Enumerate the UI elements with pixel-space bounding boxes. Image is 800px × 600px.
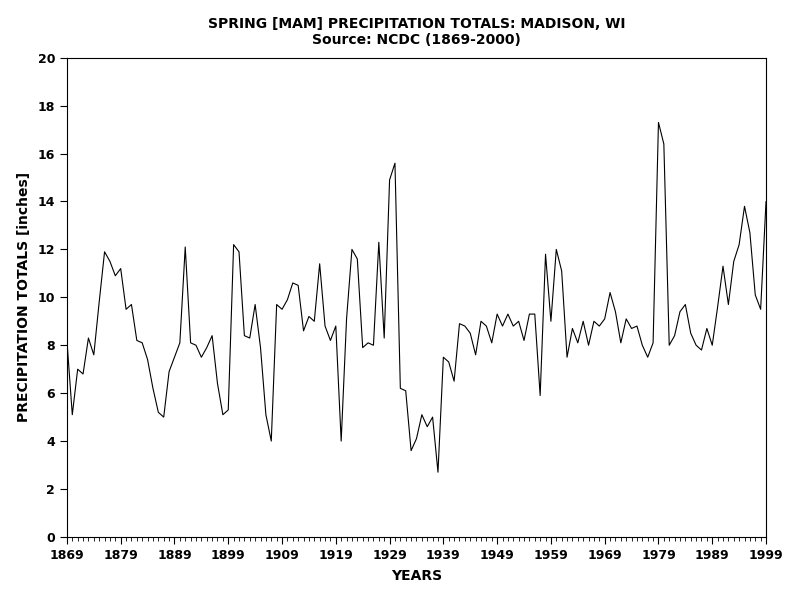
Title: SPRING [MAM] PRECIPITATION TOTALS: MADISON, WI
Source: NCDC (1869-2000): SPRING [MAM] PRECIPITATION TOTALS: MADIS… <box>208 17 626 47</box>
Y-axis label: PRECIPITATION TOTALS [inches]: PRECIPITATION TOTALS [inches] <box>17 172 30 422</box>
X-axis label: YEARS: YEARS <box>391 569 442 583</box>
